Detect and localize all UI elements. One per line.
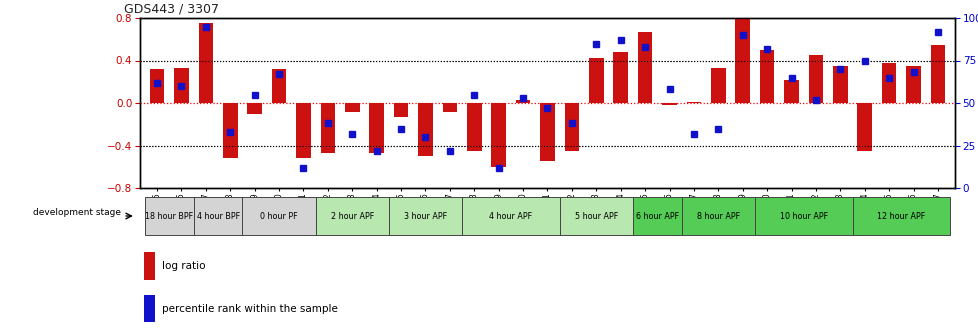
Text: 3 hour APF: 3 hour APF (404, 211, 447, 220)
Bar (906, 66, 920, 103)
Text: 6 hour APF: 6 hour APF (635, 211, 678, 220)
Bar (467, 103, 481, 151)
Bar (344, 103, 359, 112)
Bar (857, 103, 871, 151)
Bar (315, 197, 388, 235)
Bar (734, 19, 749, 103)
Bar (418, 103, 432, 156)
Bar (881, 62, 896, 103)
Bar (388, 197, 462, 235)
Bar (559, 197, 632, 235)
Bar (613, 52, 627, 103)
Bar (247, 103, 262, 114)
Bar (144, 295, 155, 322)
Bar (754, 197, 852, 235)
Bar (589, 58, 603, 103)
Bar (145, 197, 194, 235)
Bar (462, 197, 559, 235)
Bar (832, 66, 847, 103)
Bar (515, 100, 530, 103)
Text: 0 hour PF: 0 hour PF (260, 211, 297, 220)
Text: development stage: development stage (33, 208, 121, 217)
Text: 4 hour BPF: 4 hour BPF (197, 211, 240, 220)
Bar (320, 103, 334, 153)
Bar (852, 197, 950, 235)
Bar (783, 80, 798, 103)
Text: 8 hour APF: 8 hour APF (696, 211, 739, 220)
Bar (540, 103, 555, 161)
Text: 2 hour APF: 2 hour APF (331, 211, 374, 220)
Bar (632, 197, 681, 235)
Bar (393, 103, 408, 117)
Bar (174, 68, 189, 103)
Text: 5 hour APF: 5 hour APF (574, 211, 617, 220)
Bar (930, 45, 945, 103)
Bar (272, 69, 287, 103)
Bar (442, 103, 457, 112)
Bar (686, 102, 700, 103)
Bar (491, 103, 506, 167)
Text: log ratio: log ratio (161, 261, 205, 271)
Bar (564, 103, 579, 151)
Text: GDS443 / 3307: GDS443 / 3307 (123, 2, 218, 15)
Bar (637, 32, 651, 103)
Bar (369, 103, 383, 153)
Text: 18 hour BPF: 18 hour BPF (145, 211, 193, 220)
Bar (681, 197, 754, 235)
Bar (661, 103, 676, 105)
Text: 10 hour APF: 10 hour APF (778, 211, 827, 220)
Bar (194, 197, 243, 235)
Text: 4 hour APF: 4 hour APF (489, 211, 532, 220)
Bar (150, 69, 164, 103)
Bar (710, 68, 725, 103)
Bar (144, 252, 155, 280)
Text: percentile rank within the sample: percentile rank within the sample (161, 304, 337, 314)
Bar (243, 197, 315, 235)
Bar (759, 50, 774, 103)
Text: 12 hour APF: 12 hour APF (876, 211, 924, 220)
Bar (808, 55, 822, 103)
Bar (199, 23, 213, 103)
Bar (223, 103, 238, 158)
Bar (296, 103, 310, 158)
